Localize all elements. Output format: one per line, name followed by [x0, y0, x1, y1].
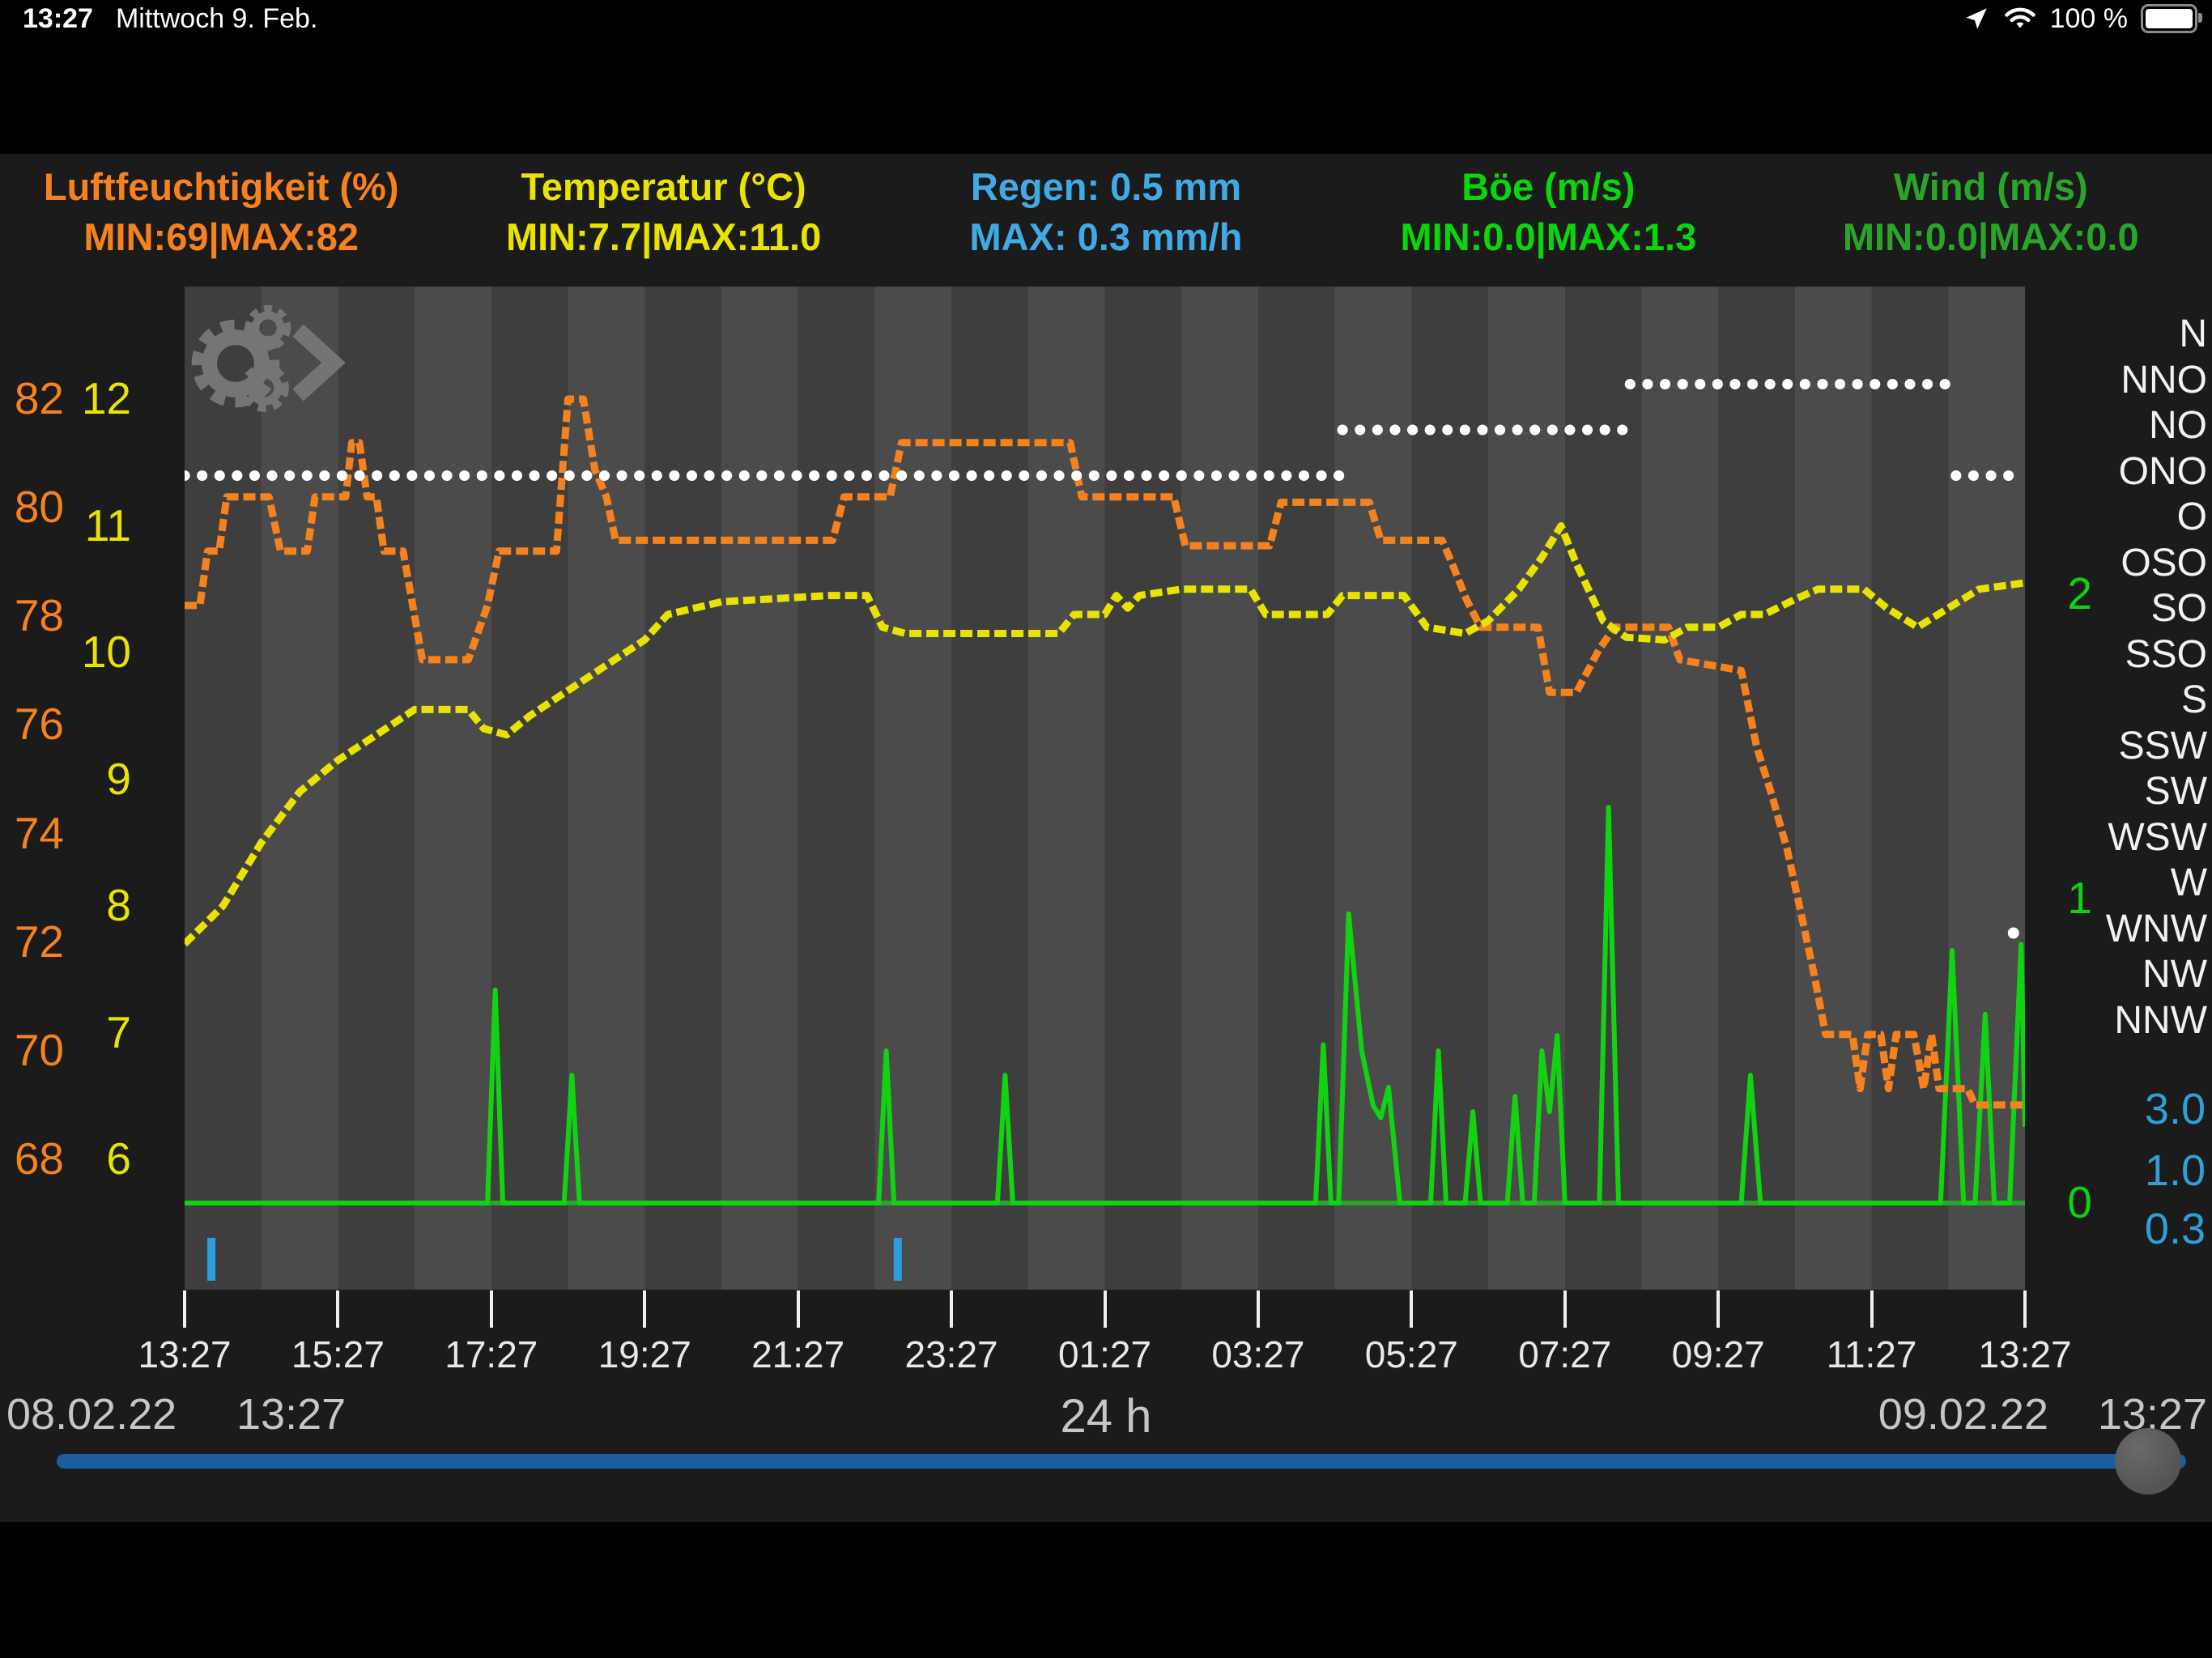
x-axis-tick — [1563, 1290, 1567, 1328]
x-axis-tick — [1103, 1290, 1107, 1328]
battery-icon — [2141, 4, 2202, 33]
chevron-right-icon[interactable] — [288, 322, 345, 403]
wind-direction-label: NNW — [2114, 998, 2207, 1042]
wind-direction-label: SSO — [2125, 632, 2207, 676]
footer-start-time: 13:27 — [236, 1390, 347, 1439]
x-axis-tick — [336, 1290, 340, 1328]
humidity-axis-label: 74 — [14, 807, 64, 858]
temperature-axis-label: 8 — [106, 880, 131, 930]
x-axis-time-label: 21:27 — [751, 1333, 845, 1375]
humidity-axis-label: 76 — [14, 699, 64, 750]
legend-wind-title: Wind (m/s) — [1893, 165, 2088, 208]
status-date: Mittwoch 9. Feb. — [115, 2, 318, 34]
gust-axis-label: 2 — [2067, 568, 2092, 619]
x-axis-tick — [796, 1290, 800, 1328]
humidity-axis-label: 70 — [14, 1024, 64, 1075]
status-time: 13:27 — [23, 2, 93, 34]
x-axis-time-label: 19:27 — [598, 1333, 691, 1375]
battery-percent: 100 % — [2049, 2, 2128, 34]
x-axis-tick — [2023, 1290, 2027, 1328]
gust-axis-label: 1 — [2067, 873, 2092, 923]
wind-direction-label: S — [2180, 678, 2207, 721]
wind-direction-label: ONO — [2118, 449, 2207, 493]
time-slider-track[interactable] — [57, 1454, 2186, 1469]
x-axis-time-label: 23:27 — [904, 1333, 998, 1375]
humidity-axis-label: 82 — [14, 373, 64, 423]
temperature-axis-label: 9 — [106, 753, 131, 804]
settings-gear-icon[interactable] — [186, 314, 285, 413]
legend-temperature[interactable]: Temperatur (°C) MIN:7.7|MAX:11.0 — [442, 162, 884, 275]
gust-axis-label: 0 — [2067, 1177, 2092, 1227]
humidity-axis-label: 80 — [14, 482, 64, 533]
footer-start-date: 08.02.22 — [6, 1390, 177, 1439]
legend-rain[interactable]: Regen: 0.5 mm MAX: 0.3 mm/h — [885, 162, 1327, 275]
temperature-axis-label: 12 — [81, 373, 131, 423]
rain-axis-label: 0.3 — [2144, 1205, 2206, 1253]
humidity-axis-label: 78 — [14, 590, 64, 641]
x-axis-time-label: 13:27 — [138, 1333, 232, 1375]
humidity-axis-label: 68 — [14, 1133, 64, 1184]
temperature-axis-label: 7 — [106, 1006, 131, 1057]
legend-temperature-minmax: MIN:7.7|MAX:11.0 — [505, 215, 822, 258]
wind-direction-label: SSW — [2118, 724, 2207, 767]
legend-rain-title: Regen: 0.5 mm — [970, 165, 1242, 208]
wifi-icon — [2004, 7, 2035, 28]
x-axis-tick — [1716, 1290, 1721, 1328]
x-axis-time-label: 07:27 — [1518, 1333, 1612, 1375]
x-axis-tick — [950, 1290, 954, 1328]
wind-direction-label: N — [2179, 312, 2207, 355]
location-arrow-icon — [1965, 8, 1987, 29]
legend-gust-minmax: MIN:0.0|MAX:1.3 — [1400, 215, 1697, 258]
chart-series-canvas — [185, 379, 2025, 1281]
x-axis-time-label: 17:27 — [445, 1333, 538, 1375]
x-axis-tick — [183, 1290, 186, 1328]
legend-humidity-title: Luftfeuchtigkeit (%) — [43, 165, 399, 208]
x-axis-time-label: 09:27 — [1671, 1333, 1765, 1375]
temperature-axis-label: 11 — [84, 500, 131, 551]
x-axis-tick — [643, 1290, 647, 1328]
x-axis-time-label: 01:27 — [1057, 1333, 1152, 1375]
legend-header: Luftfeuchtigkeit (%) MIN:69|MAX:82 Tempe… — [0, 162, 2212, 275]
legend-gust[interactable]: Böe (m/s) MIN:0.0|MAX:1.3 — [1327, 162, 1769, 275]
temperature-axis-label: 10 — [81, 627, 131, 677]
status-bar: 13:27 Mittwoch 9. Feb. 100 % — [0, 0, 2212, 37]
legend-temperature-title: Temperatur (°C) — [521, 165, 806, 208]
footer-range-label: 24 h — [1060, 1390, 1152, 1443]
x-axis-time-label: 15:27 — [291, 1333, 385, 1375]
x-axis-time-label: 05:27 — [1364, 1333, 1458, 1375]
wind-direction-label: WSW — [2108, 815, 2207, 859]
legend-humidity-minmax: MIN:69|MAX:82 — [83, 215, 359, 258]
wind-direction-label: O — [2176, 495, 2207, 538]
legend-wind[interactable]: Wind (m/s) MIN:0.0|MAX:0.0 — [1770, 162, 2212, 275]
x-axis-tick — [1410, 1290, 1414, 1328]
x-axis-tick — [489, 1290, 493, 1328]
x-axis-tick — [1870, 1290, 1874, 1328]
temperature-axis-label: 6 — [106, 1133, 131, 1184]
x-axis-time-label: 03:27 — [1211, 1333, 1305, 1375]
wind-direction-label: WNW — [2105, 907, 2207, 950]
wind-direction-label: SW — [2144, 770, 2207, 813]
x-axis-time-label: 13:27 — [1978, 1333, 2072, 1375]
legend-rain-minmax: MAX: 0.3 mm/h — [969, 215, 1243, 258]
wind-direction-label: OSO — [2121, 541, 2207, 585]
wind-direction-label: NO — [2149, 404, 2207, 447]
legend-wind-minmax: MIN:0.0|MAX:0.0 — [1842, 215, 2139, 258]
wind-direction-label: SO — [2150, 587, 2207, 630]
settings-gear-small-icon — [245, 304, 291, 351]
legend-humidity[interactable]: Luftfeuchtigkeit (%) MIN:69|MAX:82 — [0, 162, 442, 275]
rain-axis-label: 3.0 — [2144, 1085, 2206, 1133]
legend-gust-title: Böe (m/s) — [1461, 165, 1636, 208]
wind-direction-label: NNO — [2121, 358, 2207, 402]
chart-plot-area[interactable] — [185, 287, 2025, 1290]
x-axis-tick — [1256, 1290, 1260, 1328]
settings-gear-small2-icon — [240, 363, 289, 412]
wind-direction-label: NW — [2142, 953, 2207, 996]
x-axis-time-label: 11:27 — [1826, 1333, 1917, 1375]
humidity-axis-label: 72 — [14, 916, 64, 967]
rain-axis-label: 1.0 — [2144, 1146, 2206, 1195]
footer-end-date: 09.02.22 — [1878, 1390, 2048, 1439]
time-slider-thumb[interactable] — [2115, 1428, 2181, 1494]
wind-direction-label: W — [2170, 861, 2207, 904]
